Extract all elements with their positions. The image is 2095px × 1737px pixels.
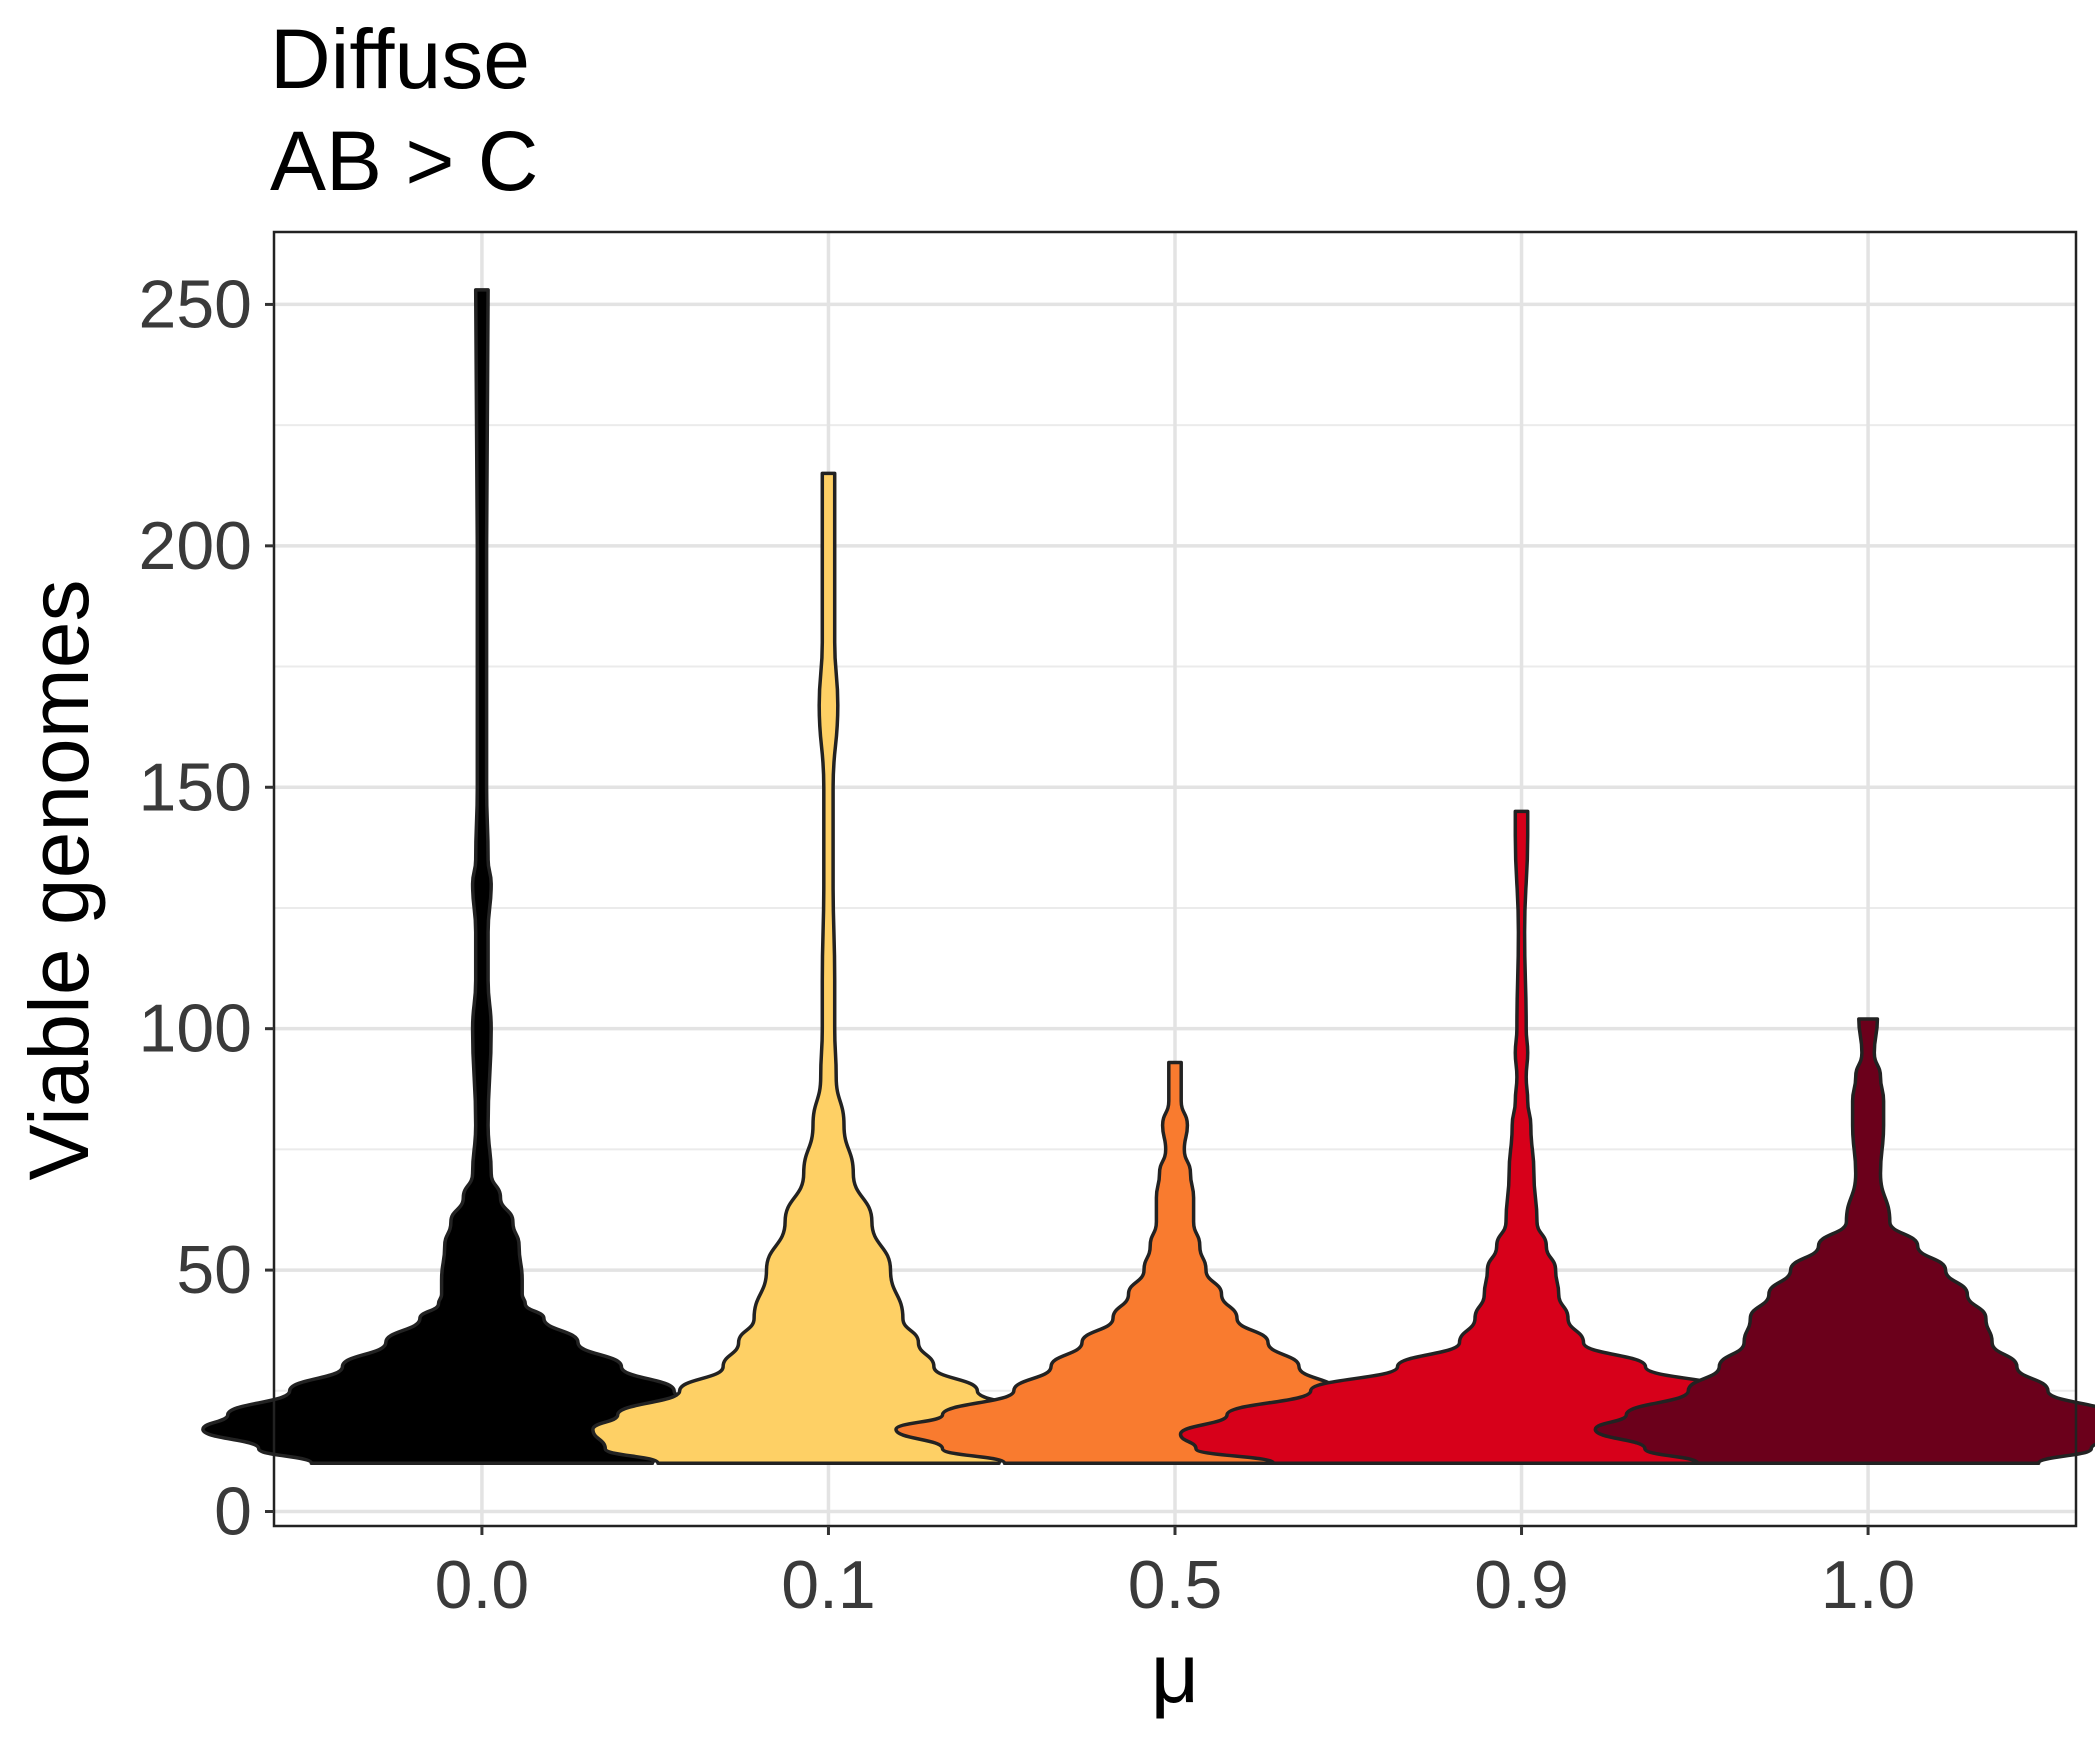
x-tick-label: 0.0 [435, 1547, 530, 1623]
x-axis: 0.0 0.1 0.5 0.9 1.0 [435, 1526, 1916, 1623]
violin-0.0 [201, 288, 763, 1465]
y-axis: 0 50 100 150 200 250 [139, 266, 274, 1550]
chart-title: Diffuse [270, 12, 530, 106]
violin-0.1 [591, 471, 1066, 1465]
violin-0.5 [894, 1060, 1456, 1465]
x-axis-title: μ [1151, 1626, 1199, 1720]
y-tick-label: 0 [214, 1474, 252, 1550]
plot-panel [201, 230, 2095, 1528]
y-tick-label: 250 [139, 266, 252, 342]
x-tick-label: 0.9 [1474, 1547, 1569, 1623]
x-tick-label: 1.0 [1821, 1547, 1916, 1623]
y-tick-label: 200 [139, 508, 252, 584]
y-tick-label: 150 [139, 749, 252, 825]
x-tick-label: 0.1 [781, 1547, 876, 1623]
violin-1.0 [1593, 1017, 2095, 1465]
chart-subtitle: AB > C [270, 114, 538, 208]
y-tick-label: 100 [139, 991, 252, 1067]
y-axis-title: Viable genomes [12, 580, 106, 1181]
y-tick-label: 50 [176, 1232, 252, 1308]
x-tick-label: 0.5 [1128, 1547, 1223, 1623]
violin-0.9 [1178, 809, 1865, 1465]
